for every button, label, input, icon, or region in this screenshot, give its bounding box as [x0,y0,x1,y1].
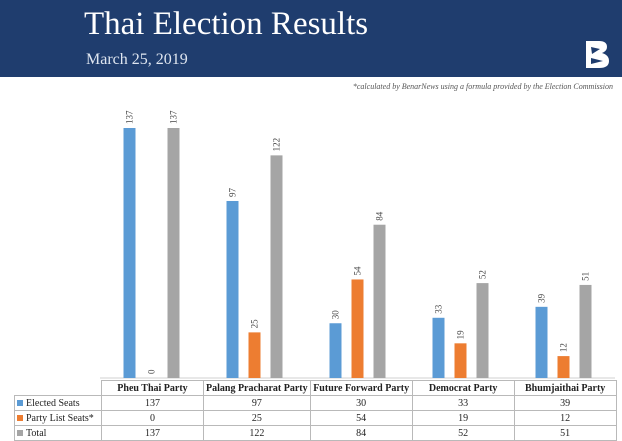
category-label: Bhumjaithai Party [513,380,617,396]
table-cell: 97 [203,395,311,411]
table-cell: 51 [513,425,617,441]
table-cell: 137 [101,395,204,411]
data-label: 25 [250,319,260,329]
bar [270,155,283,378]
bar [226,200,239,378]
category-label: Pheu Thai Party [101,380,204,396]
category-label: Future Forward Party [309,380,413,396]
table-header-row: Pheu Thai Party Palang Pracharat Party F… [14,380,617,396]
bar [123,128,136,378]
table-row-party-list: Party List Seats* 0 25 54 19 12 [14,410,617,426]
bar [248,332,261,378]
bar [535,306,548,378]
table-cell: 122 [203,425,311,441]
data-label: 19 [456,330,466,340]
data-label: 52 [478,270,488,279]
table-cell: 39 [513,395,617,411]
bar [557,356,570,378]
bar [476,283,489,378]
chart-footnote: *calculated by BenarNews using a formula… [352,82,613,91]
legend-key-total [17,430,23,437]
table-cell: 137 [101,425,204,441]
bar [579,284,592,378]
table-cell: 52 [411,425,515,441]
series-name: Total [26,427,47,439]
data-label: 39 [537,293,547,303]
table-cell: 19 [411,410,515,426]
bar [351,279,364,378]
data-label: 54 [353,266,363,276]
legend-key-party-list [17,415,23,422]
series-name: Party List Seats* [26,412,94,424]
table-cell: 30 [309,395,413,411]
table-cell: 33 [411,395,515,411]
data-label: 51 [581,272,591,281]
legend-key-elected [17,400,23,407]
data-table: Pheu Thai Party Palang Pracharat Party F… [14,380,617,441]
data-label: 12 [559,343,569,352]
data-label: 30 [331,310,341,320]
data-label: 137 [169,110,179,124]
page-title: Thai Election Results [84,6,369,42]
data-label: 84 [375,211,385,221]
series-name: Elected Seats [26,397,80,409]
data-label: 122 [272,138,282,152]
page-subtitle: March 25, 2019 [86,51,188,68]
data-label: 33 [434,304,444,314]
table-cell: 54 [309,410,413,426]
data-label: 97 [228,187,238,197]
table-cell: 84 [309,425,413,441]
header-banner: Thai Election Results March 25, 2019 [0,0,622,77]
category-label: Palang Pracharat Party [203,380,311,396]
table-row-elected: Elected Seats 137 97 30 33 39 [14,395,617,411]
data-label: 0 [147,369,157,374]
data-label: 137 [125,110,135,124]
table-cell: 12 [513,410,617,426]
benarnews-logo-icon [586,41,609,68]
table-cell: 25 [203,410,311,426]
bar [329,323,342,378]
category-label: Democrat Party [411,380,515,396]
table-row-total: Total 137 122 84 52 51 [14,425,617,441]
bar [373,224,386,378]
bar [167,128,180,378]
bar [432,317,445,378]
bar [454,343,467,378]
table-cell: 0 [101,410,204,426]
